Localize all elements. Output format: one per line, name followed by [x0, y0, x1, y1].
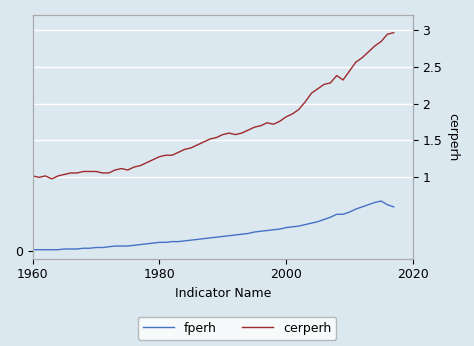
fperh	[334, 212, 339, 216]
fperh	[391, 205, 397, 209]
fperh	[372, 200, 378, 204]
fperh	[271, 228, 276, 232]
fperh	[112, 244, 118, 248]
fperh	[378, 199, 384, 203]
X-axis label: Indicator Name: Indicator Name	[174, 287, 271, 300]
cerperh	[30, 174, 36, 178]
cerperh	[340, 78, 346, 82]
Line: cerperh: cerperh	[33, 33, 394, 179]
Legend: fperh, cerperh: fperh, cerperh	[137, 317, 337, 340]
cerperh	[49, 177, 55, 181]
cerperh	[378, 39, 384, 44]
Y-axis label: cerperh: cerperh	[446, 113, 459, 161]
cerperh	[302, 100, 308, 104]
Line: fperh: fperh	[33, 201, 394, 250]
fperh	[296, 224, 301, 228]
fperh	[118, 244, 124, 248]
cerperh	[277, 119, 283, 124]
fperh	[30, 248, 36, 252]
cerperh	[391, 31, 397, 35]
cerperh	[118, 166, 124, 171]
cerperh	[125, 168, 130, 172]
